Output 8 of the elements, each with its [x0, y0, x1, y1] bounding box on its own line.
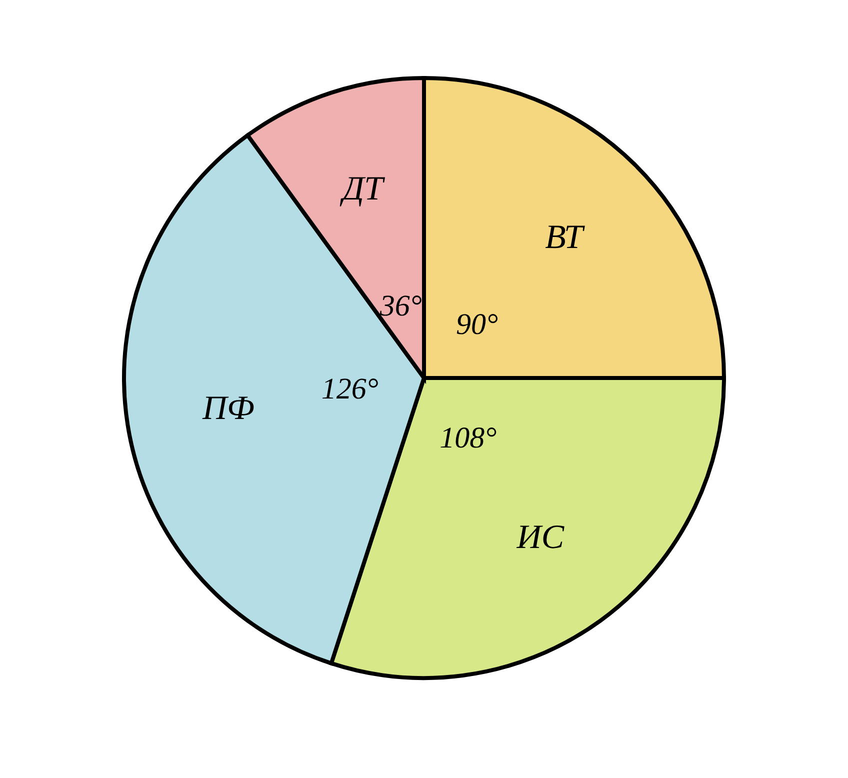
slice-label: ДТ — [340, 170, 386, 208]
data-label: 36° — [378, 290, 422, 323]
data-label: 126° — [321, 372, 378, 406]
data-label: 90° — [456, 308, 498, 341]
data-label: 108° — [440, 422, 497, 455]
slice-label: ПФ — [201, 390, 254, 427]
slice-label: ВТ — [545, 218, 585, 256]
slice-label: ИС — [516, 519, 564, 556]
